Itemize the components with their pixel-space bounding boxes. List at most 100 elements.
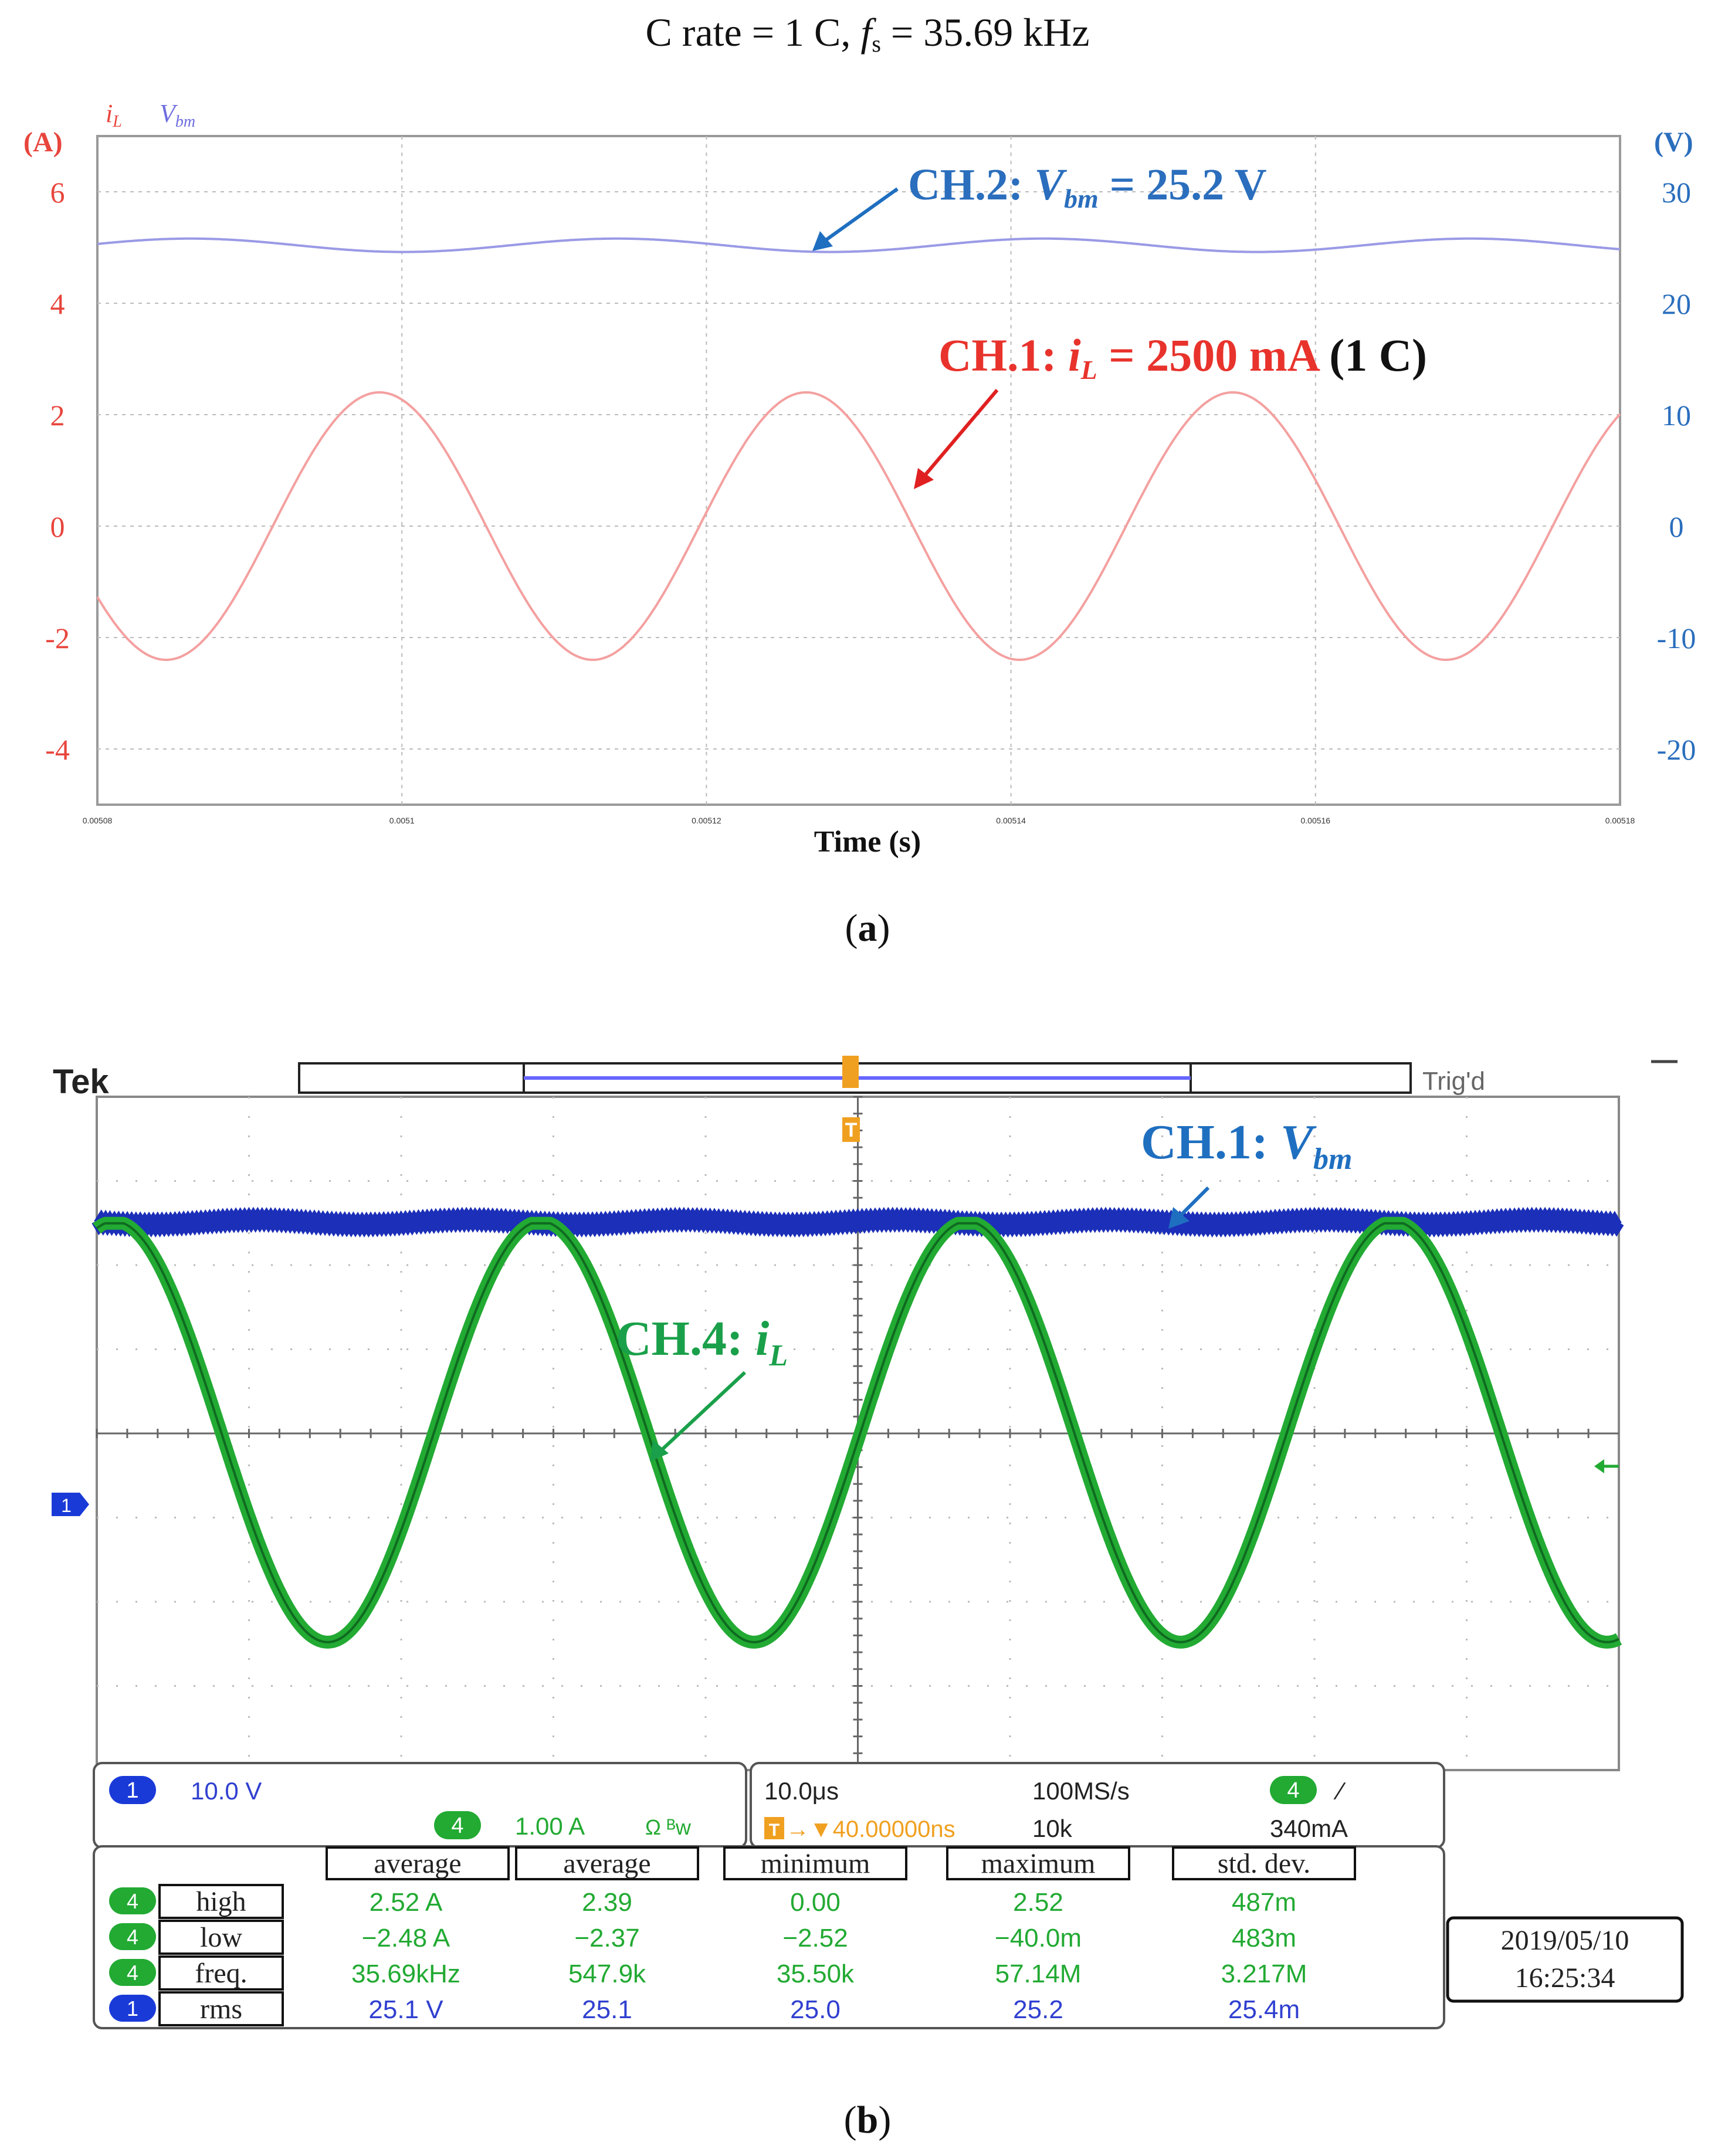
ch1-badge: 1 — [126, 1778, 138, 1803]
measure-header-box — [326, 1846, 510, 1880]
date: 2019/05/10 — [1501, 1925, 1629, 1956]
measurement-headers: average average minimum maximum std. dev. — [326, 1846, 1356, 1880]
ch2-annotation: CH.2: Vbm = 25.2 V — [908, 160, 1267, 213]
left-tick-label: 6 — [50, 176, 65, 209]
x-tick-label: 0.00512 — [692, 816, 721, 825]
ch4-scale: 1.00 A — [515, 1812, 585, 1840]
record-length: 10k — [1032, 1815, 1073, 1842]
svg-text:T: T — [845, 1119, 858, 1141]
measure-name-box — [158, 1920, 284, 1955]
measure-header: minimum — [761, 1848, 870, 1879]
legend-il: iL — [106, 99, 122, 131]
measure-header-box — [946, 1846, 1130, 1880]
left-tick-label: -4 — [45, 733, 70, 766]
measure-value: 25.0 — [790, 1995, 841, 2024]
measure-name-box — [158, 1884, 284, 1919]
ch1-arrow — [914, 389, 999, 489]
measure-value: 25.1 — [582, 1995, 632, 2024]
ch4-flags: Ω ᴮw — [645, 1815, 692, 1839]
right-tick-label: 30 — [1662, 176, 1691, 209]
measure-channel-badge — [109, 1923, 156, 1950]
measure-value: −2.48 A — [362, 1924, 450, 1952]
plot-area-a — [96, 135, 1621, 806]
trig-level: 340mA — [1270, 1815, 1348, 1842]
measure-value: 57.14M — [995, 1960, 1082, 1988]
x-tick-label: 0.00518 — [1605, 816, 1635, 825]
right-tick-label: -10 — [1657, 622, 1696, 655]
ch1-vbm-trace — [92, 1206, 1624, 1238]
measure-value: −2.52 — [782, 1924, 848, 1952]
measure-name-box — [158, 1955, 284, 1991]
time: 16:25:34 — [1515, 1962, 1615, 1994]
x-tick-labels: 0.00508 0.0051 0.00512 0.00514 0.00516 0.0051… — [83, 816, 1635, 825]
tek-brand: Tek — [53, 1063, 109, 1101]
right-tick-label: 0 — [1669, 510, 1684, 543]
vbm-trace — [97, 237, 1621, 253]
measure-channel-badge — [109, 1959, 156, 1986]
measure-channel: 4 — [127, 1961, 138, 1985]
measure-name: high — [196, 1886, 246, 1917]
svg-text:1: 1 — [61, 1495, 72, 1516]
measure-name: freq. — [195, 1958, 247, 1989]
figure-a: C rate = 1 C, fs = 35.69 kHz iL Vbm (A) … — [23, 10, 1696, 950]
measure-channel-badge — [109, 1887, 156, 1914]
measure-channel-badge — [109, 1995, 156, 2022]
trig-badge: 4 — [1287, 1778, 1299, 1803]
sample-rate: 100MS/s — [1032, 1777, 1130, 1805]
x-tick-label: 0.0051 — [389, 816, 415, 825]
measure-value: 2.52 A — [370, 1888, 443, 1917]
right-axis-unit: (V) — [1654, 127, 1693, 158]
measure-header: maximum — [981, 1848, 1096, 1879]
left-tick-labels: 6 4 2 0 -2 -4 — [45, 176, 70, 766]
ch1-b-arrow — [1168, 1186, 1210, 1229]
measure-value: 483m — [1232, 1924, 1296, 1952]
ch4-il-trace-core — [96, 1222, 1619, 1643]
left-tick-label: 4 — [50, 287, 65, 320]
measure-value: −40.0m — [995, 1924, 1082, 1952]
measure-channel: 4 — [127, 1889, 138, 1913]
trigger-marker: T — [842, 1056, 860, 1142]
caption-b: (b) — [844, 2099, 892, 2141]
il-trace — [96, 391, 1621, 662]
measure-header-box — [515, 1846, 699, 1880]
measure-name-box — [158, 1991, 284, 2026]
right-tick-label: 10 — [1662, 399, 1691, 432]
measure-header-box — [723, 1846, 907, 1880]
measure-value: 35.50k — [777, 1960, 855, 1988]
measure-value: 25.4m — [1228, 1995, 1300, 2024]
ch4-b-annotation: CH.4: iL — [616, 1311, 788, 1372]
measure-channel: 1 — [127, 1996, 138, 2021]
svg-text:T: T — [769, 1821, 780, 1840]
measure-value: 2.39 — [582, 1888, 632, 1917]
x-tick-label: 0.00514 — [996, 816, 1026, 825]
measure-value: 487m — [1232, 1888, 1296, 1917]
datetime-box: 2019/05/10 16:25:34 — [1446, 1916, 1684, 2003]
timebase-panel: 10.0μs 100MS/s 4 ⁄ T →▼40.00000ns 10k 34… — [750, 1762, 1445, 1849]
measure-value: 0.00 — [790, 1888, 841, 1917]
trig-position: →▼40.00000ns — [786, 1816, 955, 1842]
x-tick-label: 0.00508 — [83, 816, 113, 825]
ch1-b-annotation: CH.1: Vbm — [1141, 1115, 1352, 1176]
x-tick-label: 0.00516 — [1300, 816, 1330, 825]
measure-name: low — [200, 1922, 242, 1953]
measure-header: std. dev. — [1218, 1848, 1310, 1879]
right-tick-label: 20 — [1662, 287, 1691, 320]
channel-status-panel: 1 10.0 V 4 1.00 A Ω ᴮw — [93, 1762, 747, 1849]
ch2-arrow — [812, 187, 899, 251]
ch4-badge: 4 — [451, 1813, 463, 1838]
measure-value: 35.69kHz — [351, 1960, 460, 1988]
measure-header-box — [1172, 1846, 1356, 1880]
left-tick-label: -2 — [45, 622, 70, 655]
measure-value: 25.1 V — [368, 1995, 443, 2024]
measure-header: average — [563, 1848, 650, 1879]
measurement-panel: average average minimum maximum std. dev. 4 h… — [93, 1845, 1445, 2029]
measure-value: 547.9k — [568, 1960, 646, 1988]
legend-vbm: Vbm — [160, 99, 195, 131]
right-tick-label: -20 — [1657, 733, 1696, 766]
measure-header: average — [374, 1848, 461, 1879]
measure-value: 2.52 — [1013, 1888, 1063, 1917]
ch4-b-arrow — [650, 1371, 747, 1462]
measure-channel: 4 — [127, 1925, 138, 1949]
measure-value: 3.217M — [1221, 1960, 1307, 1988]
